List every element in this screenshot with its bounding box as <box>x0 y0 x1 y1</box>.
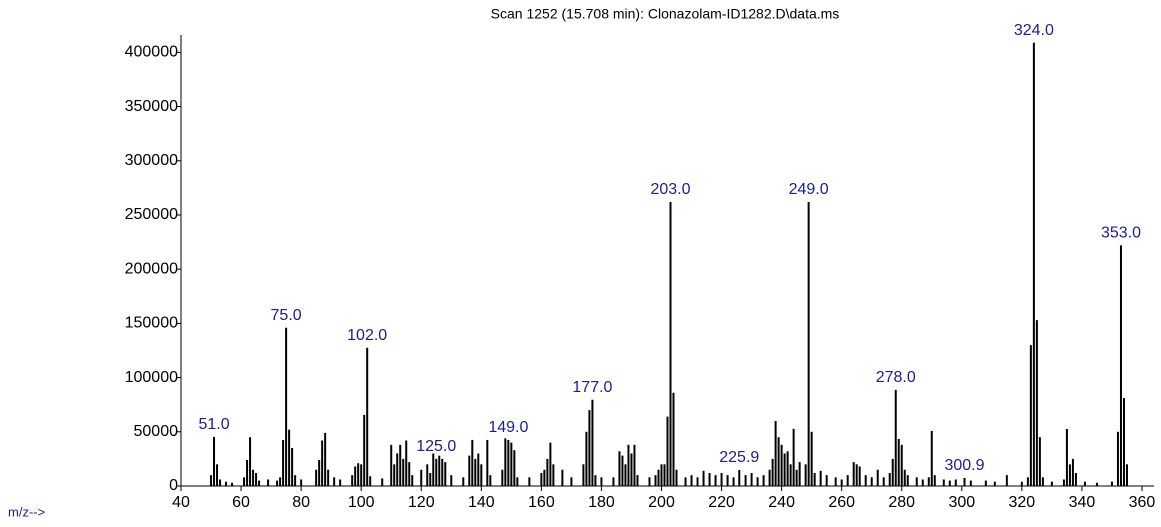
x-tick-label: 40 <box>172 494 190 511</box>
y-tick-label: 350000 <box>125 98 178 115</box>
peak-label: 102.0 <box>347 327 387 344</box>
x-tick-label: 300 <box>948 494 975 511</box>
x-tick-label: 240 <box>768 494 795 511</box>
peak-label: 125.0 <box>416 438 456 455</box>
x-tick-label: 360 <box>1129 494 1156 511</box>
y-tick-label: 200000 <box>125 260 178 277</box>
x-tick-label: 220 <box>708 494 735 511</box>
peak-label: 149.0 <box>488 419 528 436</box>
x-tick-label: 100 <box>348 494 375 511</box>
x-tick-label: 260 <box>828 494 855 511</box>
peak-label: 324.0 <box>1014 22 1054 39</box>
peak-label: 249.0 <box>789 181 829 198</box>
peak-label: 278.0 <box>876 369 916 386</box>
x-tick-label: 160 <box>528 494 555 511</box>
y-tick-label: 100000 <box>125 369 178 386</box>
peak-label: 203.0 <box>650 181 690 198</box>
x-tick-label: 120 <box>408 494 435 511</box>
x-tick-label: 140 <box>468 494 495 511</box>
peak-label: 300.9 <box>944 457 984 474</box>
y-tick-label: 250000 <box>125 206 178 223</box>
peak-label: 353.0 <box>1101 225 1141 242</box>
y-tick-label: 300000 <box>125 152 178 169</box>
x-tick-label: 200 <box>648 494 675 511</box>
y-tick-label: 400000 <box>125 44 178 61</box>
y-tick-label: 50000 <box>134 423 179 440</box>
peak-label: 177.0 <box>572 379 612 396</box>
x-tick-label: 340 <box>1069 494 1096 511</box>
x-axis-label: m/z--> <box>8 504 45 519</box>
peak-label: 225.9 <box>719 449 759 466</box>
x-tick-label: 80 <box>292 494 310 511</box>
y-tick-label: 150000 <box>125 315 178 332</box>
chart-title: Scan 1252 (15.708 min): Clonazolam-ID128… <box>491 6 840 22</box>
x-tick-label: 60 <box>232 494 250 511</box>
peak-label: 75.0 <box>271 307 302 324</box>
x-tick-label: 180 <box>588 494 615 511</box>
x-tick-label: 280 <box>888 494 915 511</box>
peak-label: 51.0 <box>198 416 229 433</box>
x-tick-label: 320 <box>1009 494 1036 511</box>
y-tick-label: 0 <box>169 477 178 494</box>
